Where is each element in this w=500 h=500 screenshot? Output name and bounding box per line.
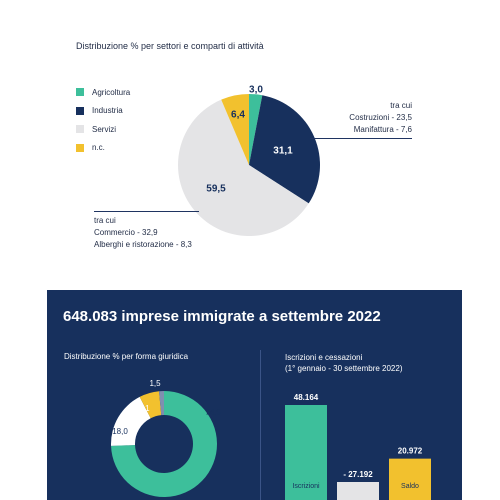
pie-label-industria: 31,1 <box>273 146 293 157</box>
donut-label-4: 1,5 <box>149 379 161 388</box>
industria-note-manifattura: Manifattura - 7,6 <box>353 125 412 134</box>
bar-value-saldo: 20.972 <box>398 447 423 456</box>
legend-swatch-agricoltura <box>76 88 84 96</box>
panel-title: 648.083 imprese immigrate a settembre 20… <box>63 308 381 325</box>
legend-item-industria: Industria <box>76 102 130 120</box>
summary-panel: 648.083 imprese immigrate a settembre 20… <box>47 290 462 500</box>
servizi-note-leader-line <box>94 211 199 212</box>
bar-value-iscrizioni: 48.164 <box>294 393 319 402</box>
donut-label-3: 6,1 <box>138 404 150 413</box>
donut-label-2: 18,0 <box>112 427 128 436</box>
pie-label-nc: 6,4 <box>231 110 245 121</box>
servizi-note-commercio: Commercio - 32,9 <box>94 228 158 237</box>
pie-label-agricoltura: 3,0 <box>249 85 263 96</box>
legend-label-servizi: Servizi <box>92 124 117 134</box>
industria-note: tra cui Costruzioni - 23,5 Manifattura -… <box>330 100 412 136</box>
pie-slice-servizi <box>177 99 309 236</box>
pie-slice-agricoltura <box>249 94 263 165</box>
bar-category-iscrizioni: Iscrizioni <box>292 483 320 490</box>
pie-slice-nc <box>221 94 249 165</box>
top-chart-title: Distribuzione % per settori e comparti d… <box>76 41 264 51</box>
legend-item-nc: n.c. <box>76 139 130 157</box>
legend-swatch-servizi <box>76 125 84 133</box>
panel-divider <box>260 350 261 500</box>
pie-slice-industria <box>249 95 320 204</box>
legend-label-agricoltura: Agricoltura <box>92 87 131 97</box>
legend-label-industria: Industria <box>92 106 123 115</box>
bar-category-saldo: Saldo <box>401 483 419 490</box>
legend-item-servizi: Servizi <box>76 120 130 138</box>
industria-note-intro: tra cui <box>390 101 412 110</box>
legend-swatch-industria <box>76 106 84 115</box>
legend: Agricoltura Industria Servizi n.c. <box>76 83 130 157</box>
donut-segment-3 <box>139 391 162 419</box>
legend-swatch-nc <box>76 143 84 152</box>
servizi-note-intro: tra cui <box>94 216 116 225</box>
industria-note-costruzioni: Costruzioni - 23,5 <box>349 113 412 122</box>
donut-segment-1 <box>111 391 217 497</box>
donut-label-1: 74,5 <box>205 408 221 417</box>
bar-saldo <box>389 458 431 500</box>
industria-note-leader-line <box>310 138 412 139</box>
bar-cessazioni <box>337 482 379 500</box>
bar-value-cessazioni: - 27.192 <box>343 470 373 479</box>
legend-label-nc: n.c. <box>92 143 105 152</box>
registrations-subtitle-line1: Iscrizioni e cessazioni <box>285 353 363 362</box>
servizi-note-alberghi: Alberghi e ristorazione - 8,3 <box>94 240 192 249</box>
donut-segment-4 <box>159 391 164 416</box>
donut-segment-2 <box>111 396 151 446</box>
bar-iscrizioni <box>285 405 327 500</box>
legal-form-subtitle: Distribuzione % per forma giuridica <box>64 352 189 361</box>
pie-label-servizi: 59,5 <box>206 184 226 195</box>
legend-item-agricoltura: Agricoltura <box>76 83 130 101</box>
servizi-note: tra cui Commercio - 32,9 Alberghi e rist… <box>94 215 234 251</box>
registrations-subtitle: Iscrizioni e cessazioni (1° gennaio - 30… <box>285 352 403 374</box>
registrations-subtitle-line2: (1° gennaio - 30 settembre 2022) <box>285 364 403 373</box>
sector-pie-chart: 3,0 31,1 59,5 6,4 <box>177 85 320 236</box>
panel-charts: 74,5 18,0 6,1 1,5 48.164 Iscrizioni - 27.192 20… <box>111 379 431 500</box>
